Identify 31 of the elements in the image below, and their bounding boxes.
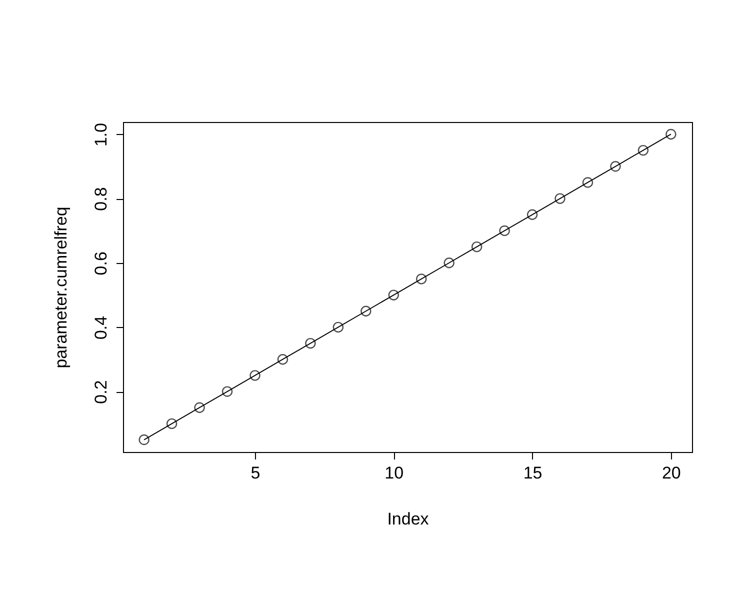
point (194, 402, 205, 413)
point (222, 386, 233, 397)
point (554, 193, 566, 204)
y-tick-label: 0.4 (92, 316, 110, 340)
point (277, 354, 288, 365)
x-axis-title: Index (387, 510, 430, 528)
point (166, 418, 178, 430)
point (360, 306, 372, 316)
point (610, 161, 621, 172)
point (471, 241, 482, 252)
point (416, 274, 427, 284)
point (499, 225, 510, 236)
x-tick-label: 15 (523, 464, 542, 482)
point (444, 258, 454, 268)
point (638, 144, 649, 156)
y-tick-label: 0.6 (92, 252, 110, 276)
x-tick-label: 5 (250, 464, 260, 482)
y-axis-title: parameter.cumrelfreq (52, 206, 70, 368)
x-tick-label: 20 (662, 464, 681, 482)
y-tick-label: 1.0 (92, 122, 110, 147)
point (666, 128, 676, 140)
point (250, 370, 260, 381)
y-tick-label: 0.8 (92, 187, 110, 211)
point (305, 338, 316, 349)
y-tick-label: 0.2 (92, 380, 110, 404)
point (332, 322, 344, 333)
point (582, 177, 594, 188)
point (138, 434, 150, 446)
x-tick-label: 10 (384, 464, 404, 482)
point (526, 209, 538, 220)
point (388, 290, 399, 300)
